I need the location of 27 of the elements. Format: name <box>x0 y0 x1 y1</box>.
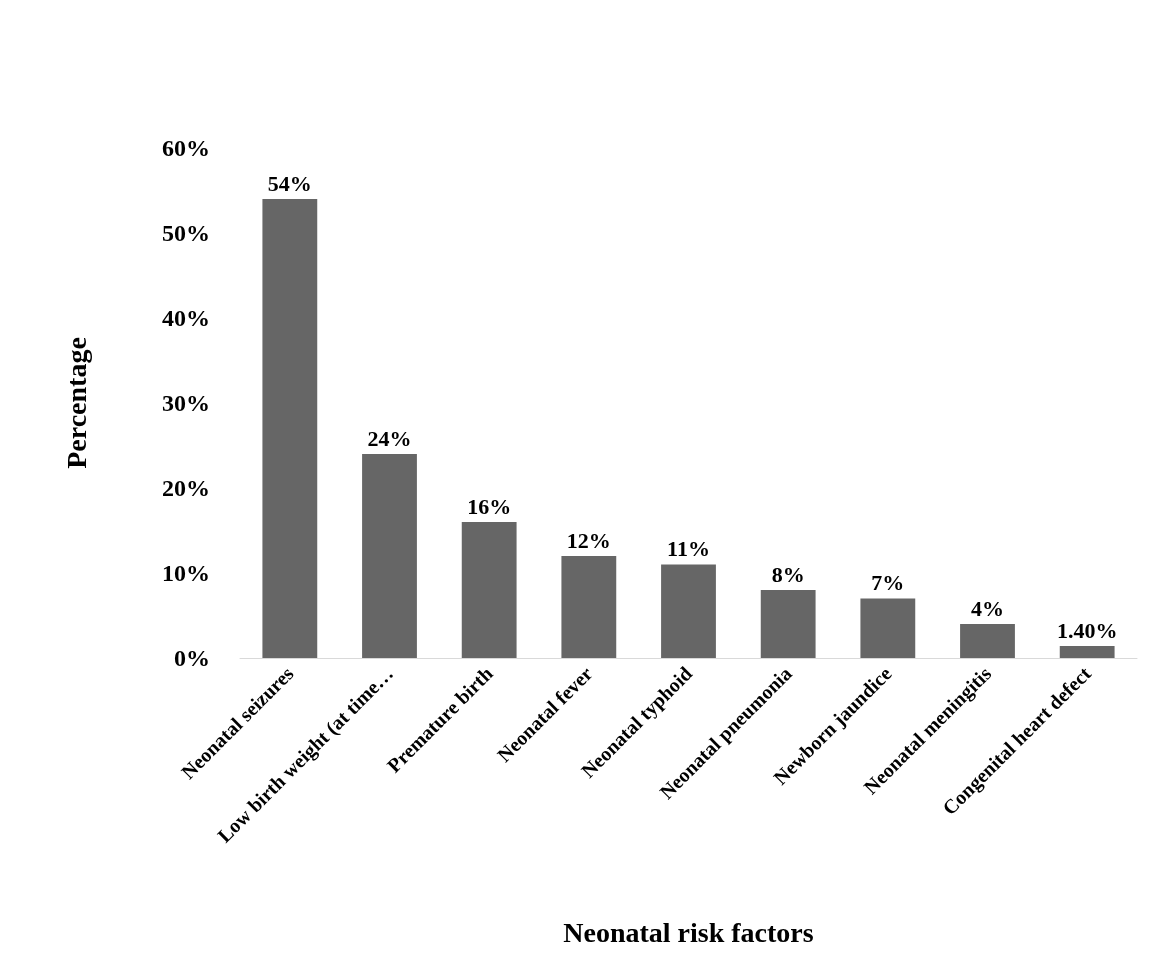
bar <box>1059 646 1115 658</box>
data-label: 7% <box>871 570 905 595</box>
data-label: 1.40% <box>1056 617 1118 643</box>
bar <box>860 598 916 658</box>
data-label: 11% <box>667 536 710 561</box>
bar <box>262 199 318 658</box>
bar <box>561 556 617 658</box>
data-label: 12% <box>566 527 611 553</box>
data-label: 4% <box>971 595 1004 621</box>
y-tick-label: 60% <box>162 135 210 161</box>
data-label: 8% <box>771 561 805 587</box>
bar <box>362 454 417 658</box>
data-label: 24% <box>367 425 412 451</box>
y-axis-title: Percentage <box>60 337 92 469</box>
bar <box>960 624 1015 658</box>
y-tick-label: 0% <box>174 645 210 671</box>
y-tick-label: 10% <box>162 560 210 586</box>
bar <box>461 522 517 658</box>
data-label: 54% <box>267 170 312 196</box>
bar <box>661 564 716 658</box>
data-label: 16% <box>467 493 512 519</box>
y-tick-label: 40% <box>162 305 210 331</box>
y-tick-label: 50% <box>162 220 210 246</box>
y-tick-label: 20% <box>162 475 210 501</box>
x-axis-title: Neonatal risk factors <box>563 916 814 948</box>
bar <box>760 590 816 658</box>
y-tick-label: 30% <box>162 390 210 416</box>
